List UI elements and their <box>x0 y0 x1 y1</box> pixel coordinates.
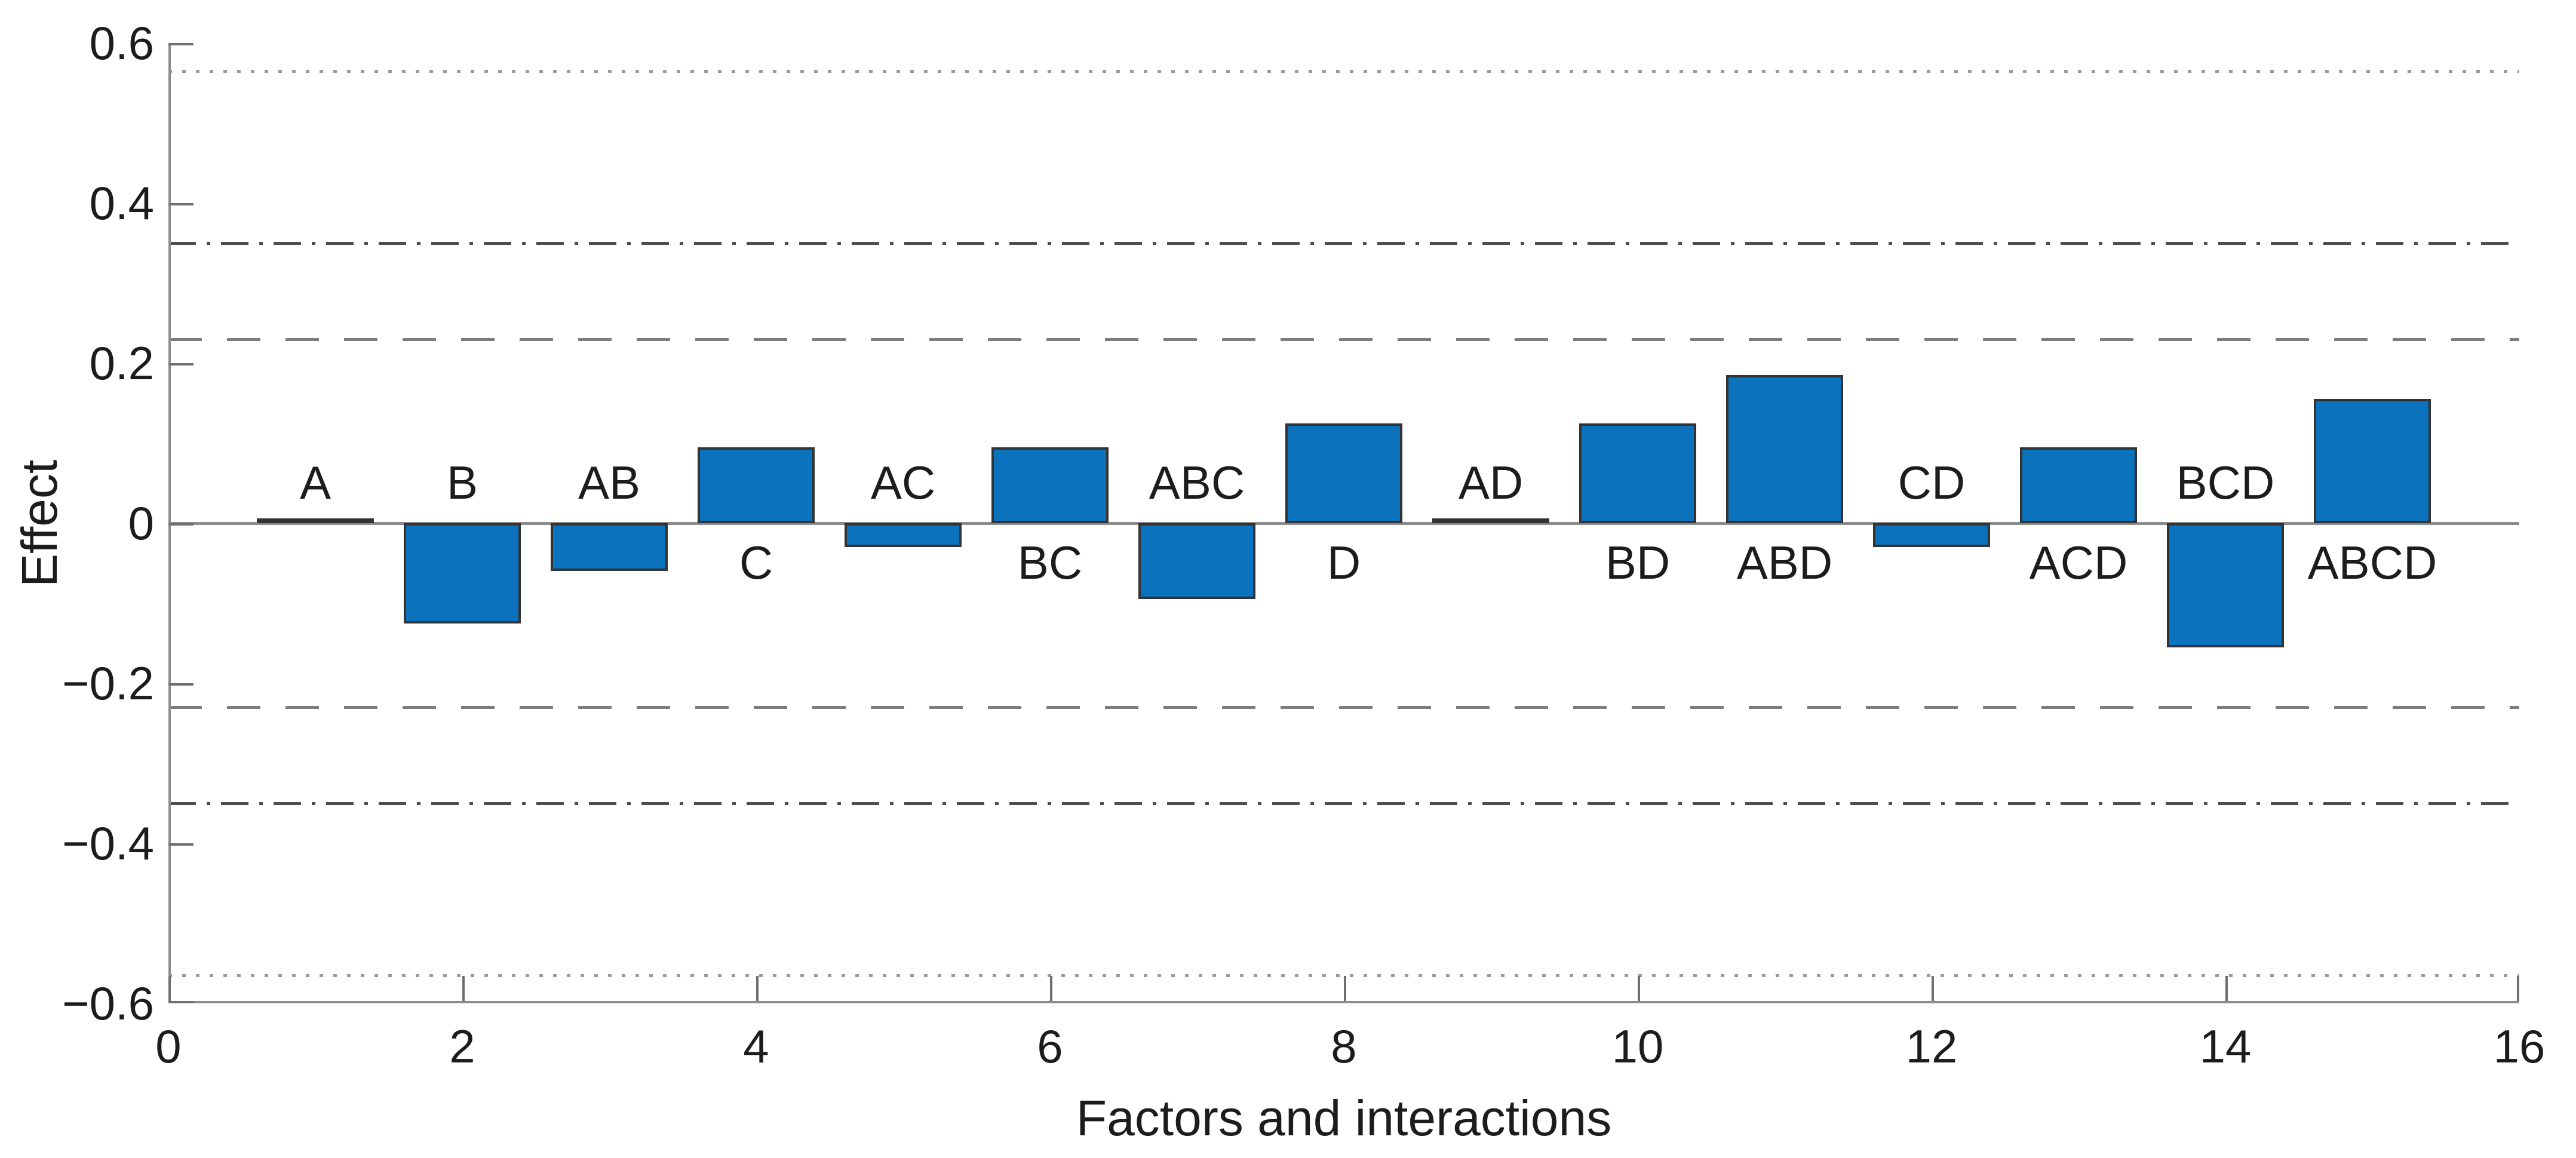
x-tick-label-14: 14 <box>2199 1020 2252 1073</box>
y-tick-−0.6 <box>168 1001 194 1003</box>
reference-line-dashdot-pos <box>168 242 2519 245</box>
y-tick-label-0.4: 0.4 <box>89 177 154 229</box>
bar-BC <box>991 447 1109 523</box>
y-tick-label-−0.4: −0.4 <box>62 817 154 870</box>
x-tick-14 <box>2225 976 2228 1001</box>
bar-ABC <box>1138 523 1256 600</box>
x-tick-10 <box>1638 976 1640 1001</box>
bar-label-BC: BC <box>1017 536 1083 589</box>
x-tick-label-16: 16 <box>2493 1020 2546 1073</box>
x-tick-label-6: 6 <box>1037 1020 1063 1073</box>
plot-area: A B AB C AC BC ABC D AD BD ABD CD ACD BCD ABCD <box>168 43 2519 1003</box>
bar-ACD <box>2019 447 2138 523</box>
bar-label-BCD: BCD <box>2176 456 2275 509</box>
bar-A <box>256 518 374 523</box>
x-tick-6 <box>1050 976 1052 1001</box>
bar-label-BD: BD <box>1605 536 1671 589</box>
bar-label-ABCD: ABCD <box>2307 536 2437 589</box>
y-tick-label-0: 0 <box>128 497 154 549</box>
x-tick-2 <box>462 976 465 1001</box>
bar-label-C: C <box>739 536 773 589</box>
bar-BCD <box>2166 523 2285 647</box>
y-tick-0.6 <box>168 43 194 45</box>
y-tick-−0.2 <box>168 683 194 686</box>
bar-ABCD <box>2313 399 2431 523</box>
y-tick-label-0.6: 0.6 <box>89 17 154 69</box>
x-tick-16 <box>2517 976 2519 1001</box>
x-axis-label: Factors and interactions <box>1076 1090 1612 1146</box>
x-tick-label-12: 12 <box>1905 1020 1958 1073</box>
bar-ABD <box>1725 375 1844 523</box>
x-tick-0 <box>168 976 171 1001</box>
bar-C <box>697 447 815 523</box>
x-tick-4 <box>756 976 759 1001</box>
bar-label-AB: AB <box>578 456 641 509</box>
bar-label-ABC: ABC <box>1149 456 1245 509</box>
y-tick-0.2 <box>168 363 194 365</box>
y-tick-0 <box>168 523 194 526</box>
y-tick-label-0.2: 0.2 <box>89 337 154 389</box>
bar-AC <box>844 523 962 548</box>
reference-line-dotted-neg <box>168 974 2519 978</box>
bar-label-A: A <box>299 456 331 509</box>
bar-BD <box>1579 423 1697 523</box>
bar-AD <box>1432 518 1550 523</box>
bar-CD <box>1872 523 1991 548</box>
bar-label-AD: AD <box>1458 456 1524 509</box>
x-tick-label-0: 0 <box>155 1020 182 1073</box>
bar-AB <box>550 523 668 572</box>
y-tick-label-−0.6: −0.6 <box>62 977 154 1030</box>
bar-label-CD: CD <box>1898 456 1966 509</box>
y-tick-0.4 <box>168 203 194 205</box>
bar-label-B: B <box>446 456 478 509</box>
bar-B <box>403 523 521 623</box>
x-tick-12 <box>1932 976 1934 1001</box>
x-tick-8 <box>1344 976 1346 1001</box>
bar-D <box>1285 423 1403 523</box>
x-tick-label-10: 10 <box>1611 1020 1664 1073</box>
zero-baseline <box>168 522 2519 525</box>
bar-label-ABD: ABD <box>1736 536 1833 589</box>
reference-line-dotted-pos <box>168 69 2519 73</box>
x-tick-label-2: 2 <box>449 1020 475 1073</box>
x-axis-spine <box>168 1001 2519 1003</box>
reference-line-dashed-pos <box>168 337 2519 341</box>
y-tick-label-−0.2: −0.2 <box>62 657 154 709</box>
bar-label-D: D <box>1327 536 1361 589</box>
y-tick-−0.4 <box>168 843 194 846</box>
x-tick-label-4: 4 <box>743 1020 769 1073</box>
reference-line-dashed-neg <box>168 706 2519 709</box>
bar-label-ACD: ACD <box>2029 536 2128 589</box>
bar-label-AC: AC <box>870 456 936 509</box>
x-tick-label-8: 8 <box>1331 1020 1357 1073</box>
reference-line-dashdot-neg <box>168 802 2519 805</box>
